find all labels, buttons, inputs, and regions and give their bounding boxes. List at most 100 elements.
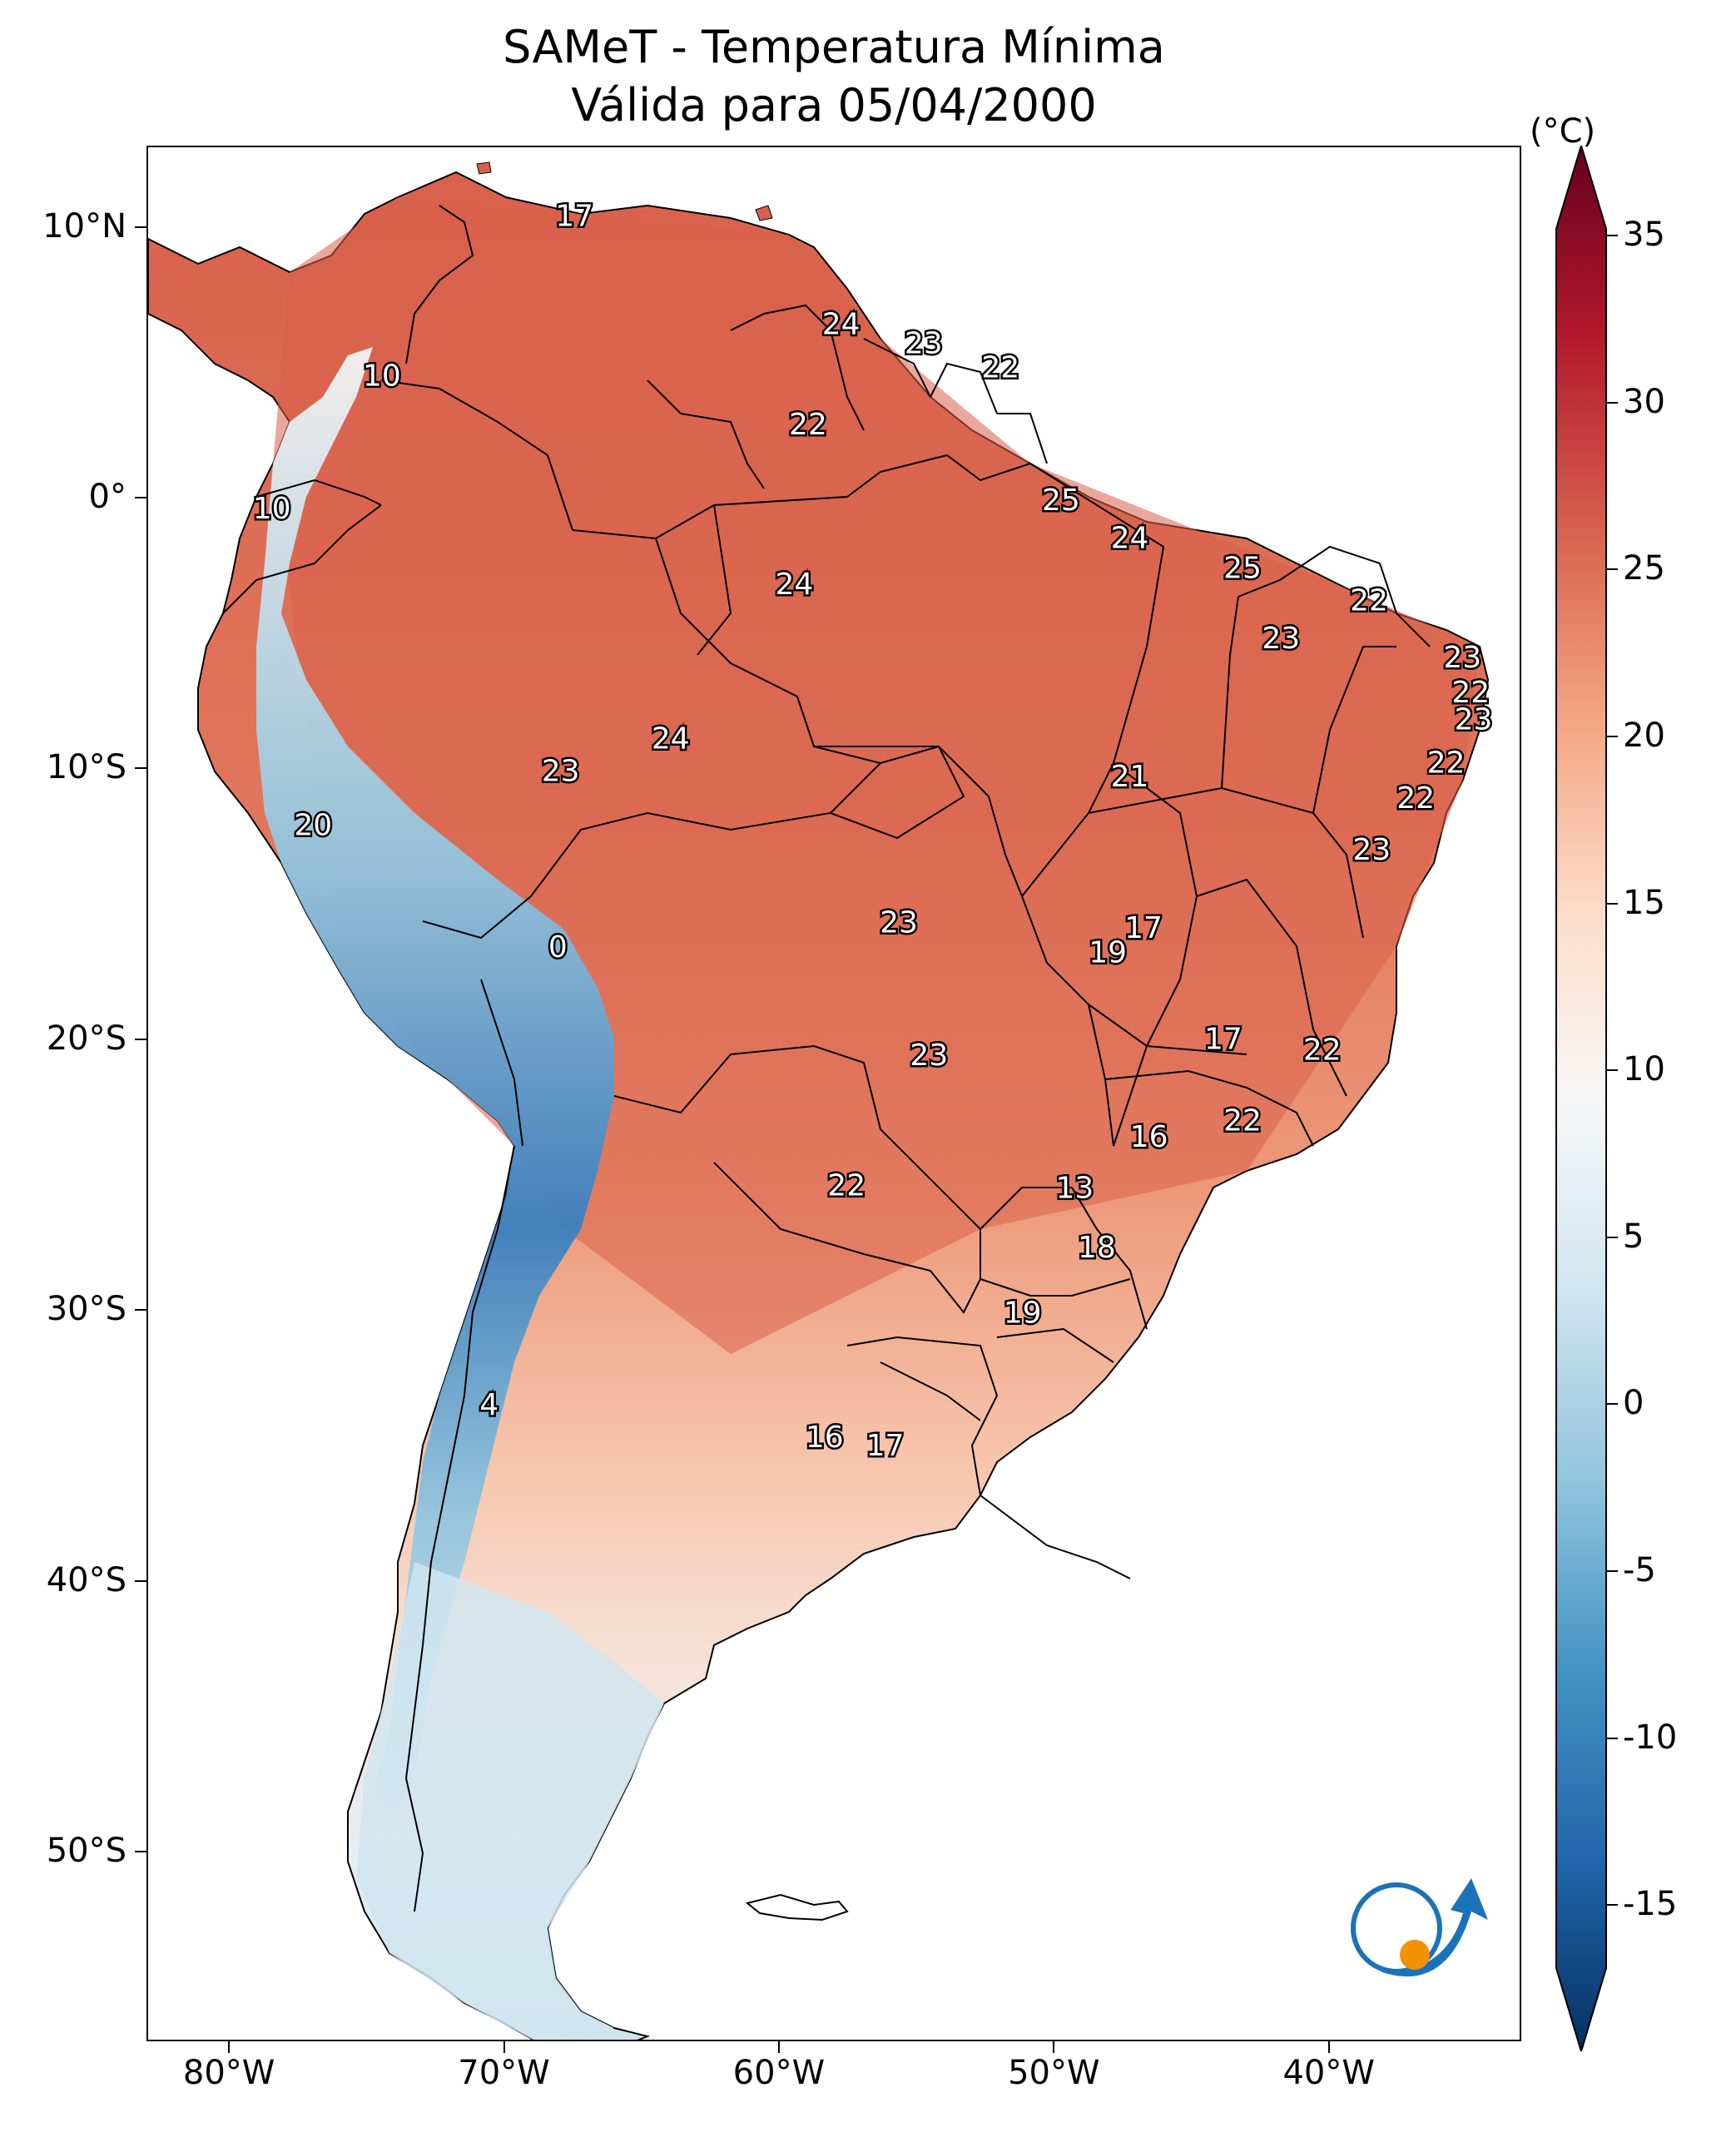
station-value-label: 19 — [1089, 936, 1127, 970]
longitude-tick — [1327, 2041, 1330, 2053]
colorbar-tick-label: 35 — [1623, 216, 1665, 254]
warm-region — [273, 197, 1480, 1354]
colorbar-tick-label: -5 — [1623, 1551, 1656, 1590]
colorbar-tick-label: 30 — [1623, 382, 1665, 421]
station-value-label: 13 — [1056, 1172, 1094, 1206]
station-value-label: 25 — [1223, 551, 1262, 585]
longitude-label: 70°W — [458, 2054, 550, 2092]
colorbar-tick-label: -10 — [1623, 1718, 1678, 1757]
latitude-tick — [135, 1579, 146, 1582]
latitude-label: 20°S — [46, 1019, 126, 1058]
andes-cold-band — [256, 347, 614, 1812]
station-value-label: 25 — [1042, 483, 1080, 518]
caribbean-islands — [476, 161, 773, 221]
latitude-label: 40°S — [46, 1560, 126, 1599]
station-value-label: 10 — [363, 359, 401, 393]
longitude-label: 60°W — [732, 2054, 826, 2092]
latitude-tick — [135, 767, 146, 770]
colorbar-tick — [1606, 1236, 1618, 1238]
falkland-islands — [745, 1893, 849, 1921]
longitude-tick — [228, 2041, 231, 2053]
station-value-label: 4 — [479, 1388, 498, 1422]
map-title: SAMeT - Temperatura Mínima — [503, 21, 1165, 73]
colorbar-tick-label: 10 — [1623, 1050, 1665, 1089]
station-value-label: 24 — [822, 308, 861, 342]
station-value-label: 24 — [652, 721, 690, 756]
station-value-label: 24 — [776, 568, 814, 602]
latitude-tick — [135, 497, 146, 499]
longitude-label: 50°W — [1008, 2054, 1100, 2092]
map-panel[interactable]: 17 24 23 22 10 22 10 25 24 25 24 22 23 23 22 23 24 23 21 22… — [146, 146, 1521, 2041]
colorbar-tick-label: 5 — [1623, 1217, 1644, 1256]
colorbar-body — [1555, 146, 1607, 2051]
station-value-label: 16 — [1130, 1120, 1168, 1154]
colorbar-tick-label: 0 — [1623, 1384, 1644, 1423]
colorbar-tick — [1606, 401, 1618, 404]
colorbar-tick — [1606, 1403, 1618, 1406]
latitude-label: 10°N — [42, 206, 126, 245]
longitude-label: 40°W — [1282, 2054, 1375, 2092]
station-value-label: 23 — [1443, 641, 1481, 675]
station-value-label: 24 — [1111, 522, 1149, 556]
latitude-label: 10°S — [46, 748, 126, 787]
colorbar-tick — [1606, 1069, 1618, 1072]
station-value-label: 23 — [910, 1039, 948, 1073]
station-value-label: 18 — [1078, 1231, 1116, 1265]
map-subtitle: Válida para 05/04/2000 — [571, 79, 1097, 131]
station-value-label: 17 — [1204, 1023, 1242, 1057]
latitude-tick — [135, 1038, 146, 1040]
colorbar-tick — [1606, 1737, 1618, 1739]
station-value-label: 20 — [294, 809, 332, 843]
political-borders — [222, 205, 1431, 1912]
station-value-label: 22 — [1396, 781, 1435, 816]
station-value-label: 22 — [1350, 583, 1388, 617]
station-value-label: 17 — [1124, 911, 1163, 945]
inpe-logo — [1351, 1878, 1488, 1977]
latitude-label: 50°S — [46, 1832, 126, 1871]
latitude-tick — [135, 1851, 146, 1853]
station-value-label: 17 — [866, 1429, 905, 1463]
latitude-label: 0° — [88, 478, 126, 517]
colorbar-tick-label: 15 — [1623, 883, 1665, 922]
colorbar-unit: (°C) — [1530, 112, 1596, 151]
station-value-label: 22 — [981, 351, 1019, 385]
station-value-label: 22 — [1451, 676, 1490, 710]
station-value-label: 17 — [555, 199, 593, 233]
station-value-label: 23 — [1352, 833, 1391, 867]
station-value-label: 21 — [1111, 760, 1149, 794]
colorbar-tick-label: 25 — [1623, 549, 1665, 588]
colorbar-tick — [1606, 235, 1618, 236]
station-value-label: 22 — [1427, 746, 1466, 781]
station-value-label: 22 — [827, 1168, 866, 1202]
colorbar-tick-label: 20 — [1623, 716, 1665, 755]
longitude-tick — [777, 2041, 780, 2053]
latitude-label: 30°S — [46, 1290, 126, 1329]
station-value-label: 23 — [542, 754, 580, 788]
station-value-label: 23 — [1262, 622, 1300, 656]
colorbar — [1555, 146, 1607, 2051]
latitude-tick — [135, 226, 146, 228]
station-value-label: 23 — [1455, 703, 1493, 737]
inpe-logo-arrow — [1380, 1878, 1488, 1977]
station-value-label: 16 — [806, 1421, 844, 1455]
colorbar-tick — [1606, 1570, 1618, 1573]
colorbar-tick — [1606, 902, 1618, 905]
station-value-label: 10 — [253, 492, 291, 526]
inpe-logo-dot — [1400, 1940, 1430, 1970]
colorbar-tick-label: -15 — [1623, 1885, 1678, 1924]
station-value-label: 19 — [1004, 1296, 1042, 1330]
station-value-label: 22 — [1223, 1103, 1262, 1138]
longitude-tick — [1053, 2041, 1055, 2053]
longitude-label: 80°W — [182, 2054, 275, 2092]
patagonia-cool-region — [356, 1562, 664, 2040]
colorbar-tick — [1606, 568, 1618, 571]
latitude-tick — [135, 1309, 146, 1312]
station-value-label: 22 — [789, 408, 827, 442]
longitude-tick — [503, 2041, 505, 2053]
station-value-label: 23 — [880, 906, 918, 940]
station-value-label: 0 — [548, 930, 568, 964]
station-value-label: 22 — [1303, 1034, 1342, 1068]
colorbar-tick — [1606, 735, 1618, 737]
